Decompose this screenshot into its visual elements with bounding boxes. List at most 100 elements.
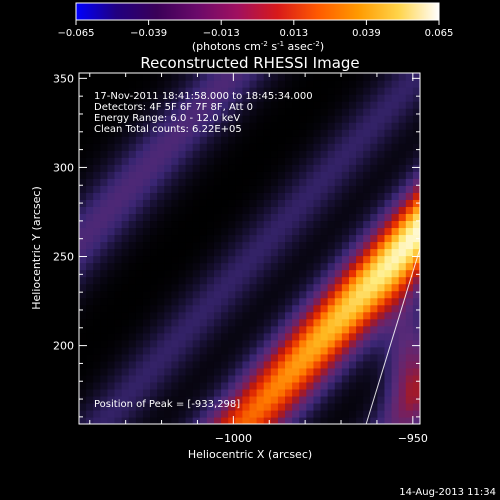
heatmap-cell (164, 143, 172, 151)
heatmap-cell (79, 108, 87, 116)
heatmap-cell (313, 234, 322, 243)
heatmap-cell (213, 192, 222, 200)
heatmap-cell (221, 227, 229, 236)
heatmap-cell (192, 192, 201, 200)
heatmap-cell (412, 213, 420, 222)
heatmap-cell (171, 227, 180, 236)
heatmap-cell (228, 87, 236, 95)
heatmap-cell (221, 87, 229, 95)
heatmap-cell (270, 220, 279, 229)
heatmap-cell (185, 80, 194, 88)
heatmap-cell (348, 220, 357, 229)
heatmap-cell (405, 73, 414, 81)
heatmap-cell (306, 248, 315, 257)
heatmap-cell (341, 220, 350, 229)
heatmap-cell (292, 87, 300, 95)
heatmap-cell (79, 73, 87, 81)
heatmap-cell (213, 290, 222, 299)
heatmap-cell (285, 171, 293, 179)
heatmap-cell (256, 416, 265, 424)
heatmap-cell (228, 346, 236, 355)
heatmap-cell (199, 199, 208, 207)
heatmap-cell (285, 227, 293, 236)
heatmap-cell (327, 178, 336, 186)
heatmap-cell (320, 402, 329, 411)
heatmap-cell (348, 276, 357, 285)
heatmap-cell (93, 241, 101, 250)
heatmap-cell (150, 339, 158, 348)
heatmap-cell (235, 241, 243, 250)
heatmap-cell (107, 178, 116, 186)
heatmap-cell (93, 101, 101, 109)
heatmap-cell (370, 262, 378, 271)
heatmap-cell (405, 318, 414, 327)
heatmap-cell (100, 311, 109, 320)
heatmap-cell (249, 269, 258, 278)
heatmap-cell (292, 360, 300, 369)
heatmap-cell (228, 262, 236, 271)
heatmap-cell (242, 157, 251, 165)
heatmap-cell (320, 416, 329, 424)
heatmap-cell (150, 171, 158, 179)
heatmap-cell (164, 171, 172, 179)
heatmap-cell (128, 367, 137, 376)
heatmap-cell (277, 80, 286, 88)
heatmap-cell (263, 185, 272, 193)
heatmap-cell (150, 381, 158, 390)
heatmap-cell (292, 101, 300, 109)
heatmap-cell (171, 304, 180, 313)
heatmap-cell (142, 220, 151, 229)
heatmap-cell (228, 255, 236, 264)
heatmap-cell (285, 73, 293, 81)
heatmap-cell (192, 73, 201, 81)
heatmap-cell (377, 143, 386, 151)
heatmap-cell (164, 248, 172, 257)
heatmap-cell (221, 395, 229, 404)
heatmap-cell (206, 122, 215, 130)
heatmap-cell (192, 227, 201, 236)
heatmap-cell (370, 346, 378, 355)
heatmap-cell (213, 325, 222, 334)
heatmap-cell (157, 262, 165, 271)
heatmap-cell (299, 122, 307, 130)
heatmap-cell (398, 185, 407, 193)
heatmap-cell (320, 185, 329, 193)
heatmap-cell (121, 171, 130, 179)
heatmap-cell (135, 101, 144, 109)
heatmap-cell (100, 192, 109, 200)
heatmap-cell (157, 185, 165, 193)
heatmap-cell (213, 206, 222, 214)
heatmap-cell (100, 318, 109, 327)
heatmap-cell (235, 318, 243, 327)
heatmap-cell (178, 374, 187, 383)
heatmap-cell (377, 227, 386, 236)
heatmap-cell (320, 255, 329, 264)
heatmap-cell (171, 388, 180, 397)
heatmap-cell (320, 143, 329, 151)
heatmap-cell (206, 360, 215, 369)
heatmap-cell (277, 87, 286, 95)
heatmap-cell (114, 157, 123, 165)
heatmap-cell (199, 213, 208, 222)
heatmap-cell (121, 101, 130, 109)
heatmap-cell (398, 143, 407, 151)
heatmap-cell (107, 234, 116, 243)
heatmap-cell (277, 94, 286, 102)
heatmap-cell (242, 227, 251, 236)
heatmap-cell (135, 402, 144, 411)
heatmap-cell (114, 367, 123, 376)
heatmap-cell (384, 360, 393, 369)
heatmap-cell (299, 311, 307, 320)
heatmap-cell (363, 108, 371, 116)
heatmap-cell (142, 262, 151, 271)
heatmap-cell (348, 122, 357, 130)
heatmap-cell (185, 255, 194, 264)
heatmap-cell (299, 381, 307, 390)
heatmap-cell (135, 87, 144, 95)
heatmap-cell (363, 318, 371, 327)
heatmap-cell (199, 332, 208, 341)
heatmap-cell (213, 367, 222, 376)
heatmap-cell (135, 108, 144, 116)
heatmap-cell (292, 227, 300, 236)
heatmap-cell (412, 388, 420, 397)
